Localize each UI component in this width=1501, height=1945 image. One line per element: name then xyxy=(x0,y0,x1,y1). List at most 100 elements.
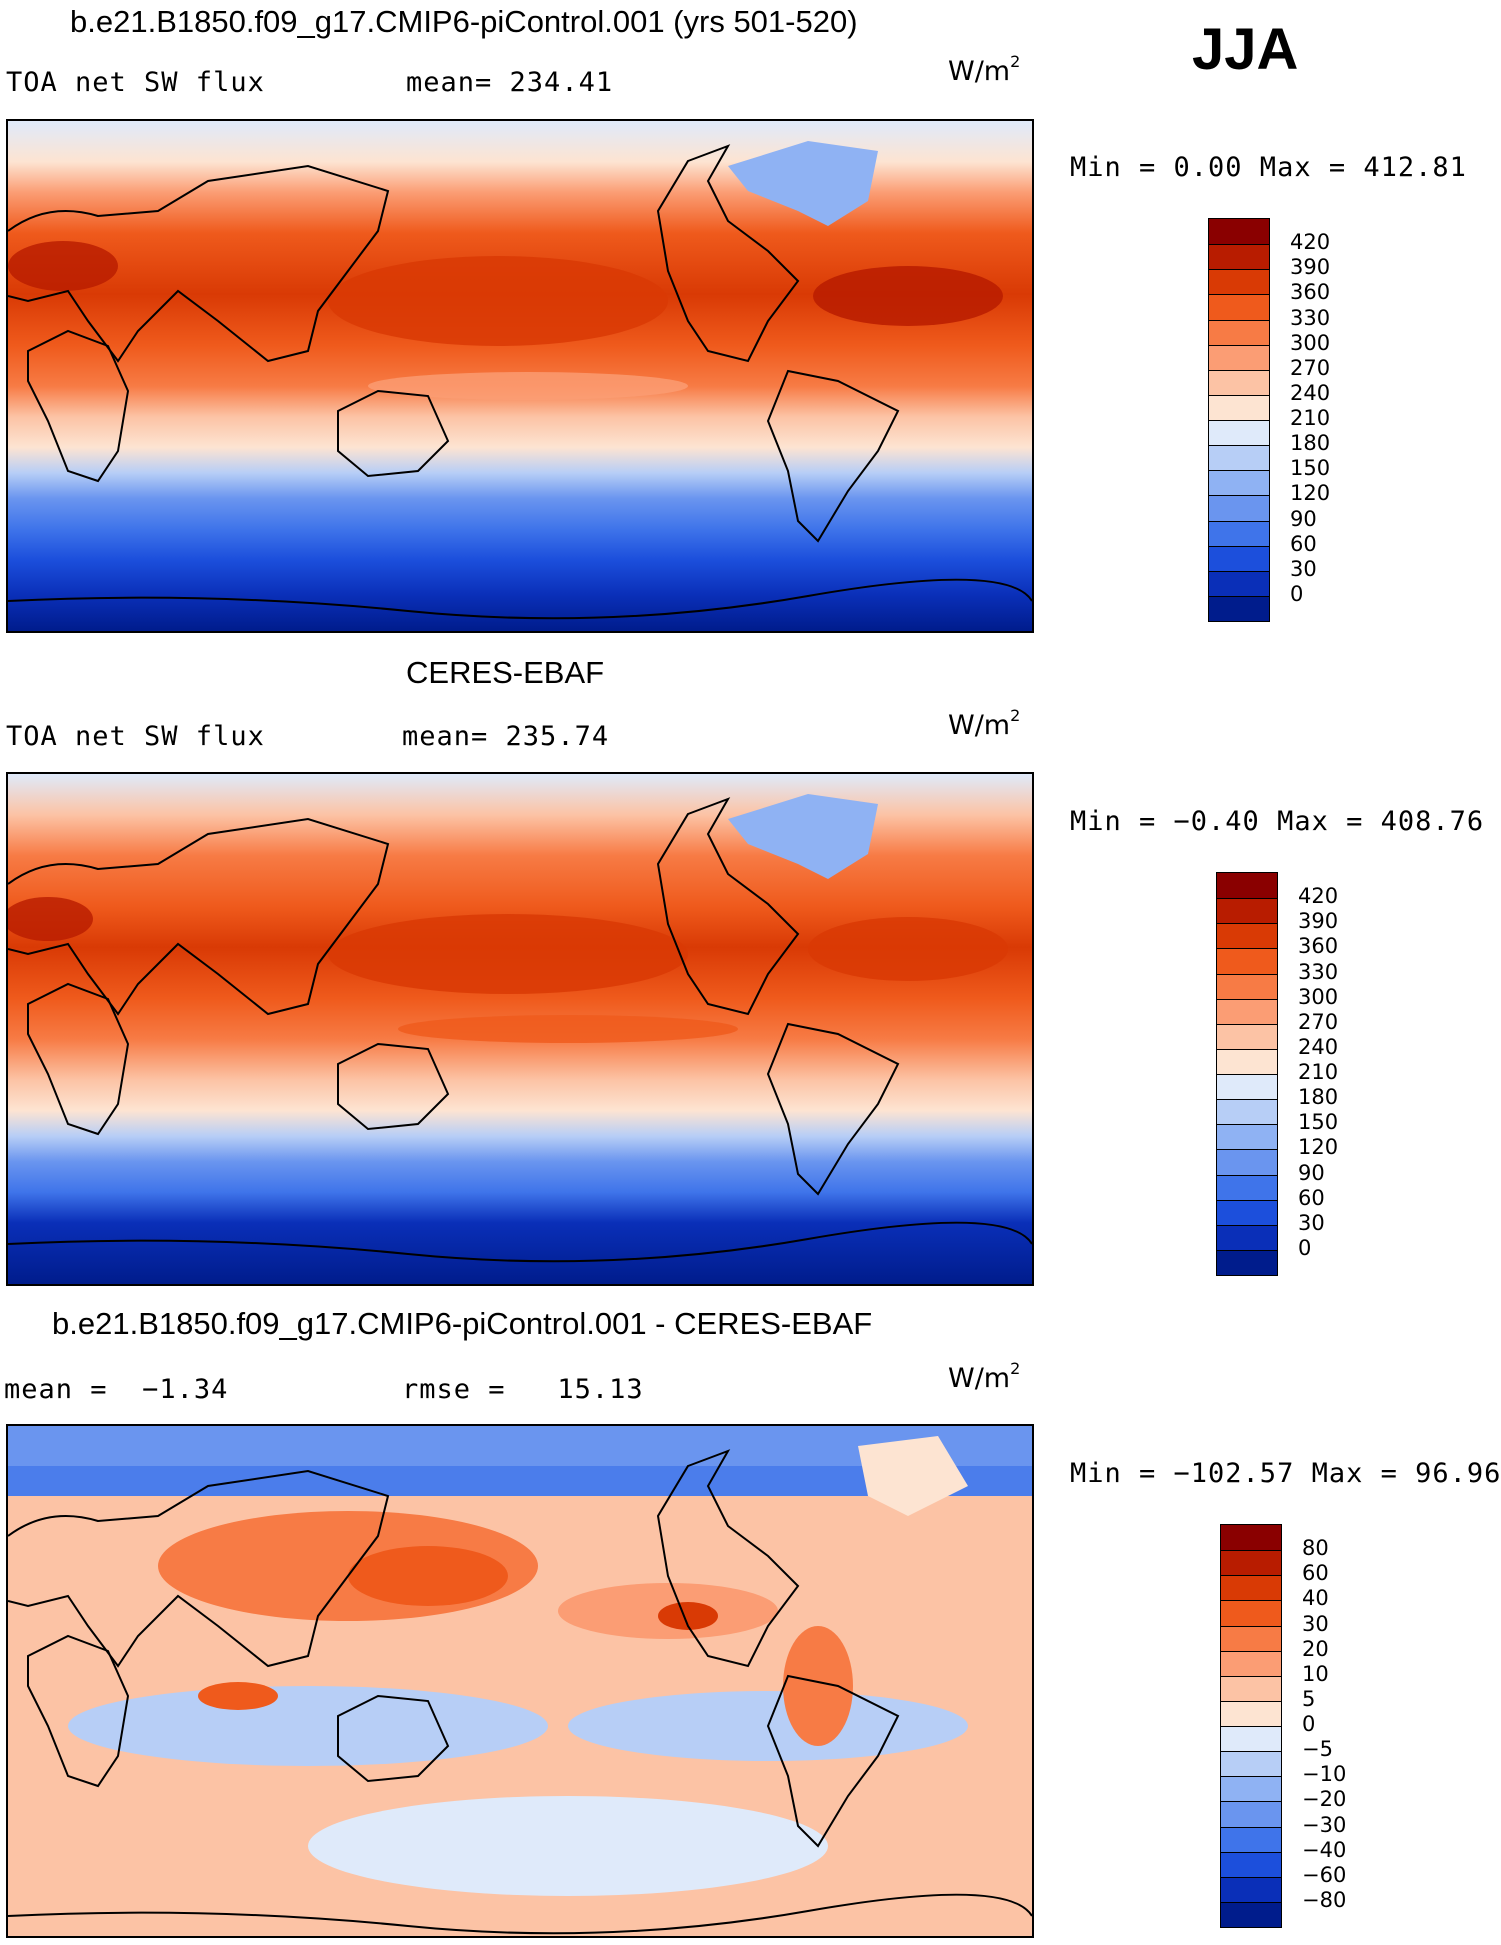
colorbar-tick-label: 360 xyxy=(1298,934,1339,959)
panel1-colorbar xyxy=(1208,218,1270,622)
colorbar-swatch xyxy=(1209,244,1269,270)
colorbar-tick-label: 180 xyxy=(1290,431,1331,456)
panel3-map-svg xyxy=(8,1426,1032,1936)
colorbar-tick-label: 390 xyxy=(1298,909,1339,934)
colorbar-swatch xyxy=(1217,923,1277,949)
panel1-minmax: Min = 0.00 Max = 412.81 xyxy=(1070,152,1467,183)
colorbar-tick-label: −10 xyxy=(1302,1762,1347,1787)
panel2-minmax: Min = −0.40 Max = 408.76 xyxy=(1070,806,1485,837)
colorbar-swatch xyxy=(1209,545,1269,571)
colorbar-tick-label: 390 xyxy=(1290,255,1331,280)
colorbar-tick-label: 270 xyxy=(1298,1009,1339,1034)
colorbar-swatch xyxy=(1221,1876,1281,1902)
panel3-minmax: Min = −102.57 Max = 96.96 xyxy=(1070,1458,1501,1489)
colorbar-swatch xyxy=(1221,1550,1281,1576)
panel1-map-svg xyxy=(8,121,1032,631)
panel3-map xyxy=(6,1424,1034,1938)
colorbar-tick-label: 210 xyxy=(1290,406,1331,430)
panel2-variable-label: TOA net SW flux xyxy=(6,721,265,752)
colorbar-tick-label: 300 xyxy=(1290,330,1331,355)
panel1-units-sup: 2 xyxy=(1010,52,1021,71)
colorbar-swatch xyxy=(1209,520,1269,546)
colorbar-swatch xyxy=(1217,1199,1277,1225)
panel3-mean-label: mean = xyxy=(4,1374,108,1405)
colorbar-tick-label: 30 xyxy=(1302,1611,1329,1636)
colorbar-swatch xyxy=(1209,445,1269,471)
colorbar-swatch xyxy=(1221,1801,1281,1827)
panel1-mean: mean= 234.41 xyxy=(406,67,613,98)
colorbar-swatch xyxy=(1209,269,1269,295)
colorbar-swatch xyxy=(1209,495,1269,521)
colorbar-tick-label: 20 xyxy=(1302,1636,1329,1661)
colorbar-swatch xyxy=(1221,1851,1281,1877)
colorbar-swatch xyxy=(1217,998,1277,1024)
colorbar-swatch xyxy=(1217,1174,1277,1200)
colorbar-swatch xyxy=(1221,1675,1281,1701)
colorbar-swatch xyxy=(1217,1149,1277,1175)
panel3-units-sup: 2 xyxy=(1010,1359,1021,1378)
panel1-mean-value: 234.41 xyxy=(509,67,614,98)
colorbar-tick-label: 90 xyxy=(1290,506,1317,531)
colorbar-swatch xyxy=(1221,1575,1281,1601)
colorbar-tick-label: 150 xyxy=(1298,1110,1339,1135)
panel3-units-text: W/m xyxy=(948,1363,1011,1394)
colorbar-tick-label: 30 xyxy=(1298,1210,1325,1235)
panel3-mean-value: −1.34 xyxy=(142,1374,229,1405)
panel2-units: W/m2 xyxy=(948,706,1020,741)
colorbar-swatch xyxy=(1209,319,1269,345)
panel1-units-text: W/m xyxy=(948,56,1011,87)
colorbar-tick-label: 120 xyxy=(1298,1135,1339,1160)
colorbar-swatch xyxy=(1209,420,1269,446)
colorbar-tick-label: −80 xyxy=(1302,1887,1347,1912)
panel1-title: b.e21.B1850.f09_g17.CMIP6-piControl.001 … xyxy=(70,4,858,39)
colorbar-tick-label: 150 xyxy=(1290,456,1331,481)
panel1-variable-label: TOA net SW flux xyxy=(6,67,265,98)
colorbar-tick-label: −30 xyxy=(1302,1812,1347,1837)
colorbar-swatch xyxy=(1221,1700,1281,1726)
colorbar-tick-label: −60 xyxy=(1302,1862,1347,1887)
colorbar-tick-label: −40 xyxy=(1302,1837,1347,1862)
colorbar-swatch xyxy=(1221,1726,1281,1752)
colorbar-swatch xyxy=(1217,1224,1277,1250)
panel1-mean-label: mean= xyxy=(406,67,493,98)
colorbar-swatch xyxy=(1209,344,1269,370)
colorbar-tick-label: 5 xyxy=(1302,1686,1316,1711)
panel2-title: CERES-EBAF xyxy=(406,655,605,690)
panel2-mean-value: 235.74 xyxy=(505,721,610,752)
colorbar-tick-label: 330 xyxy=(1298,959,1339,984)
colorbar-tick-label: 270 xyxy=(1290,355,1331,380)
colorbar-swatch xyxy=(1221,1600,1281,1626)
colorbar-tick-label: 330 xyxy=(1290,305,1331,330)
colorbar-tick-label: 60 xyxy=(1290,531,1317,556)
panel2-mean: mean= 235.74 xyxy=(402,721,609,752)
season-label: JJA xyxy=(1192,17,1299,82)
colorbar-swatch xyxy=(1217,1048,1277,1074)
panel2-map-svg xyxy=(8,774,1032,1284)
panel3-title: b.e21.B1850.f09_g17.CMIP6-piControl.001 … xyxy=(52,1306,873,1341)
colorbar-swatch xyxy=(1209,570,1269,596)
colorbar-swatch xyxy=(1209,219,1269,245)
colorbar-tick-label: 60 xyxy=(1298,1185,1325,1210)
colorbar-swatch xyxy=(1217,948,1277,974)
colorbar-swatch xyxy=(1217,1099,1277,1125)
colorbar-swatch xyxy=(1221,1826,1281,1852)
colorbar-swatch xyxy=(1221,1901,1281,1927)
colorbar-tick-label: 420 xyxy=(1290,230,1331,255)
colorbar-tick-label: 180 xyxy=(1298,1085,1339,1110)
panel1-map xyxy=(6,119,1034,633)
colorbar-swatch xyxy=(1217,973,1277,999)
colorbar-tick-label: 80 xyxy=(1302,1536,1329,1561)
colorbar-swatch xyxy=(1221,1625,1281,1651)
colorbar-tick-label: −20 xyxy=(1302,1787,1347,1812)
colorbar-tick-label: 240 xyxy=(1290,380,1331,405)
panel3-mean: mean = −1.34 xyxy=(4,1374,228,1405)
colorbar-swatch xyxy=(1209,394,1269,420)
colorbar-swatch xyxy=(1217,1124,1277,1150)
colorbar-swatch xyxy=(1217,1074,1277,1100)
colorbar-tick-label: −5 xyxy=(1302,1737,1333,1762)
colorbar-swatch xyxy=(1209,595,1269,621)
colorbar-tick-label: 90 xyxy=(1298,1160,1325,1185)
colorbar-tick-label: 0 xyxy=(1290,581,1304,606)
colorbar-swatch xyxy=(1209,294,1269,320)
colorbar-tick-label: 360 xyxy=(1290,280,1331,305)
